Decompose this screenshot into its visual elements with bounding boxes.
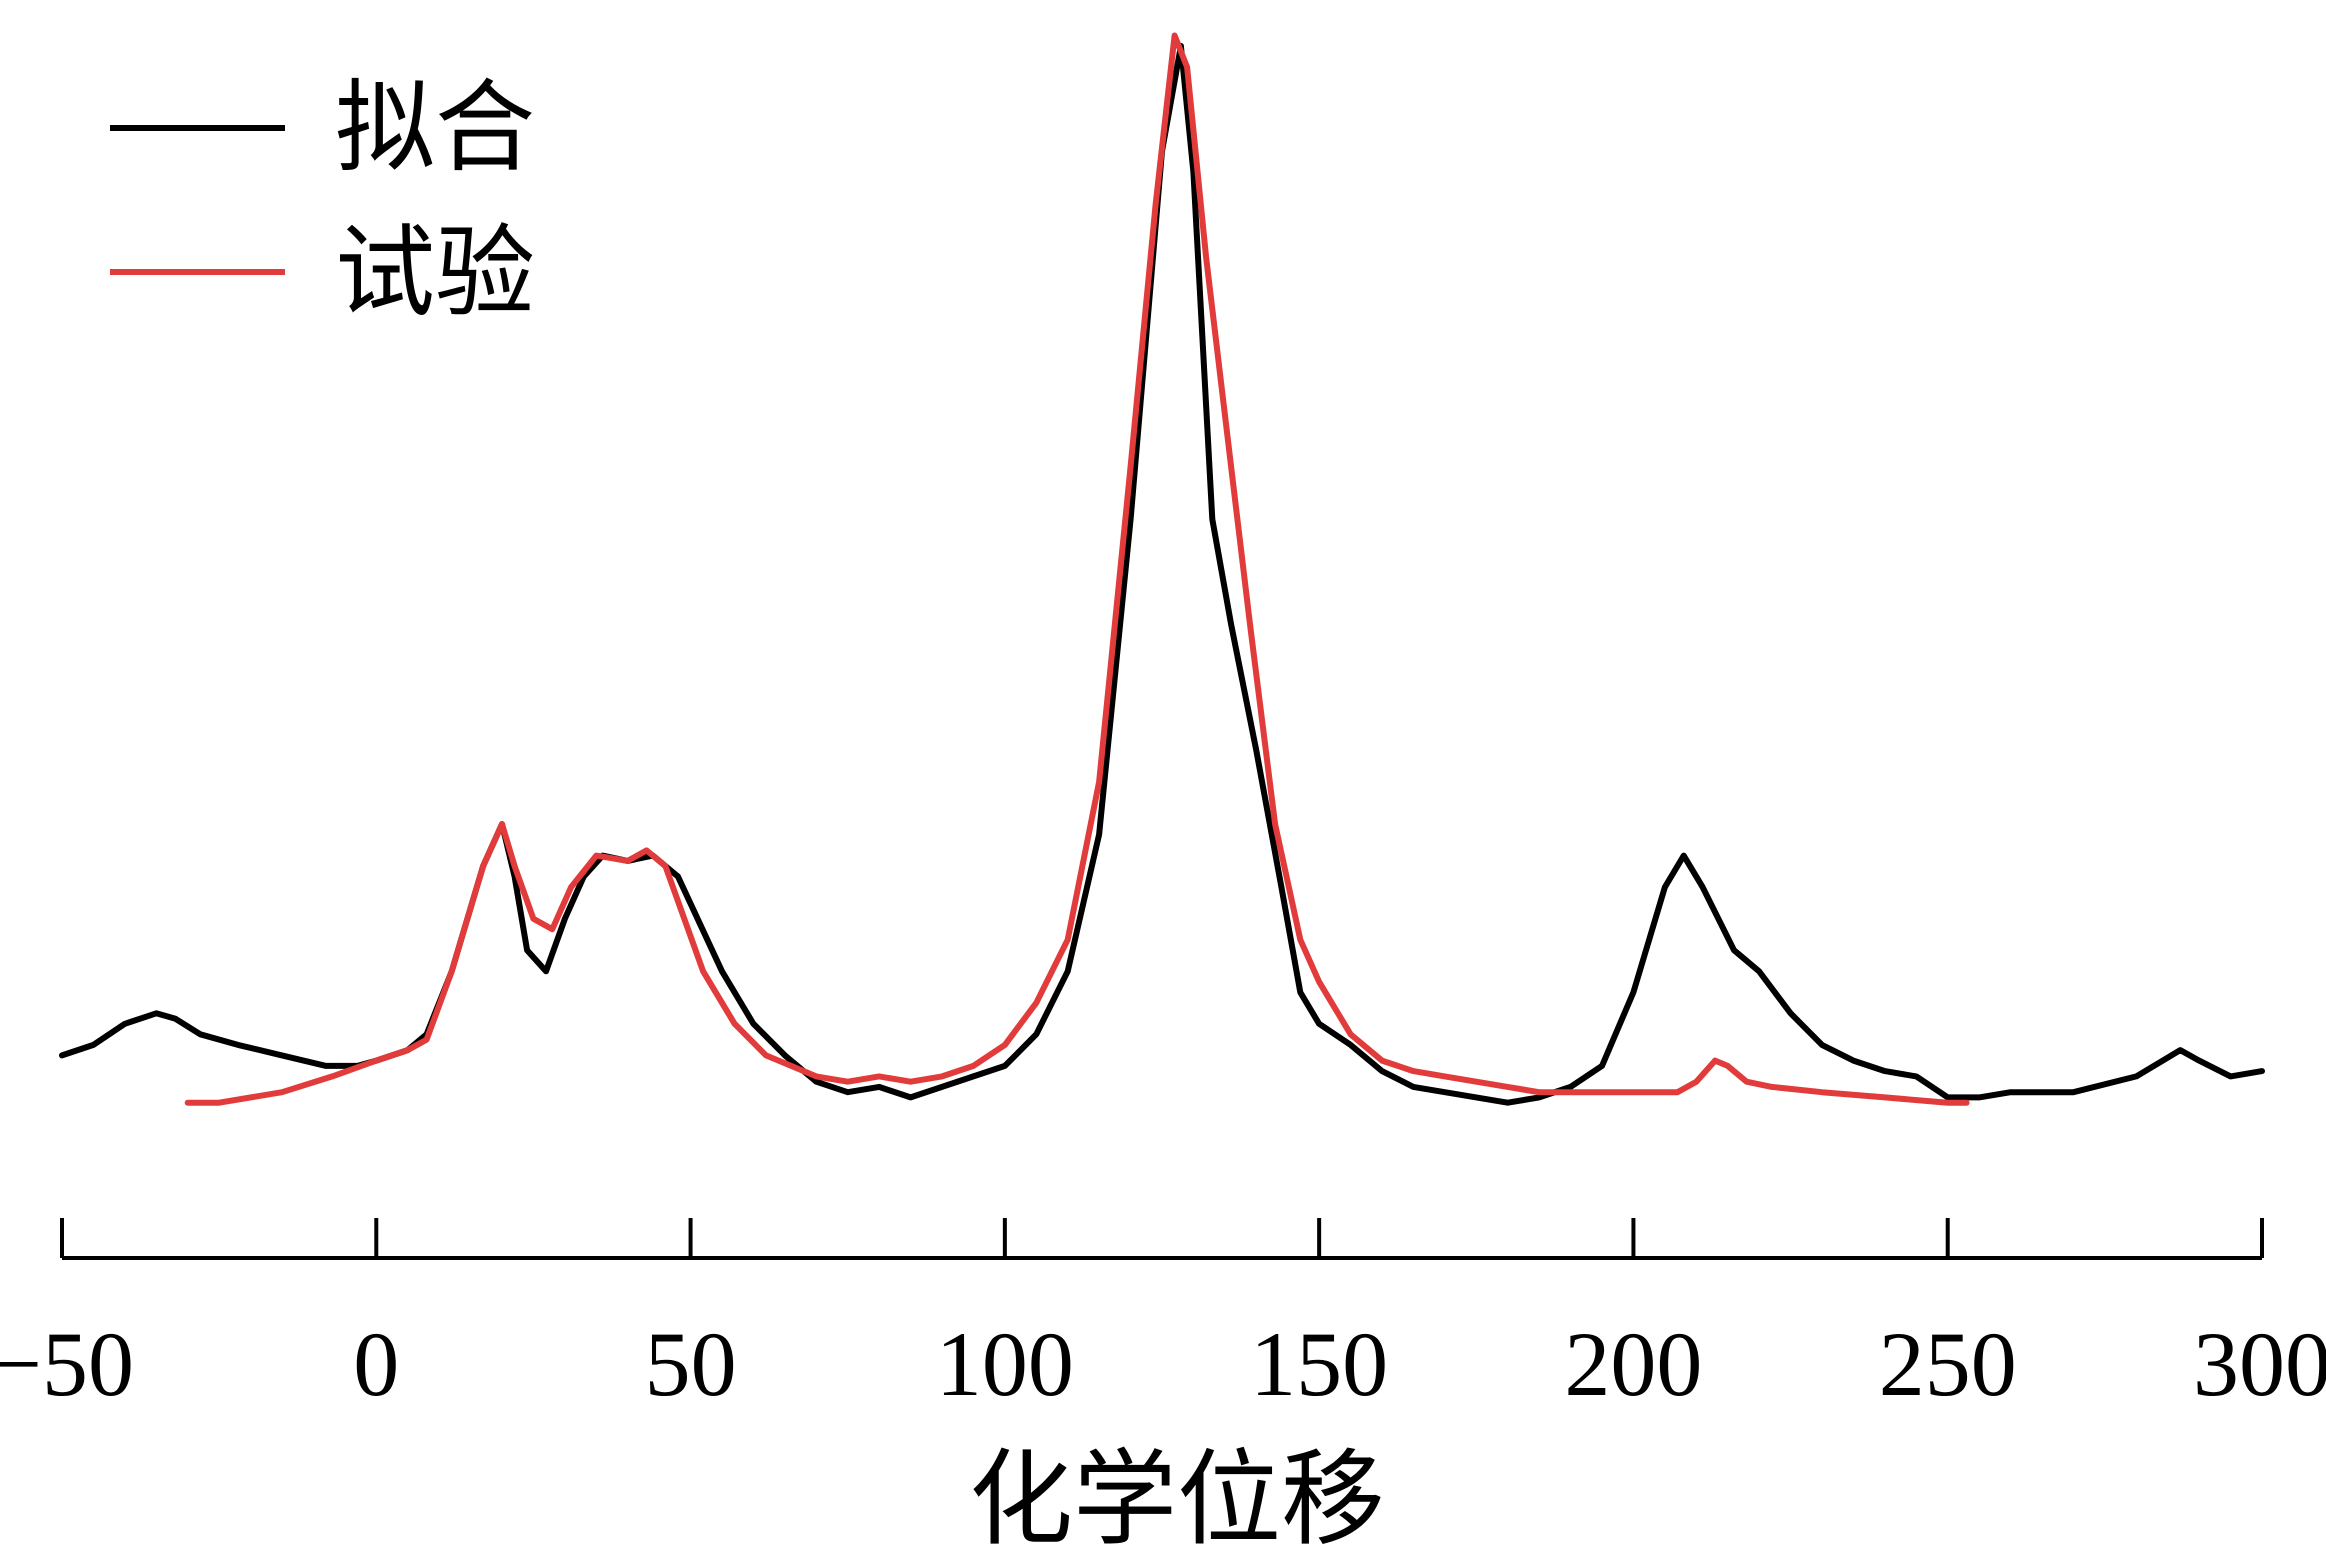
series-line-1: [184, 32, 1970, 1106]
x-tick-label: −50: [0, 1313, 134, 1415]
x-tick-label: 50: [645, 1313, 737, 1415]
x-axis: −50 0 50 100 150 200 250 300: [0, 1218, 2326, 1415]
series-line-0: [59, 43, 2265, 1106]
x-tick-label: 100: [936, 1313, 1074, 1415]
x-tick-label: 0: [353, 1313, 399, 1415]
x-tick-label: 150: [1250, 1313, 1388, 1415]
legend: 拟合 试验: [110, 69, 535, 331]
legend-label-fit: 拟合: [335, 69, 535, 186]
legend-label-experiment: 试验: [335, 214, 535, 331]
x-axis-title: 化学位移: [969, 1438, 1385, 1550]
x-tick-label: 200: [1564, 1313, 1702, 1415]
x-tick-label: 250: [1879, 1313, 2017, 1415]
series-layer: [59, 32, 2265, 1106]
x-tick-label: 300: [2193, 1313, 2326, 1415]
